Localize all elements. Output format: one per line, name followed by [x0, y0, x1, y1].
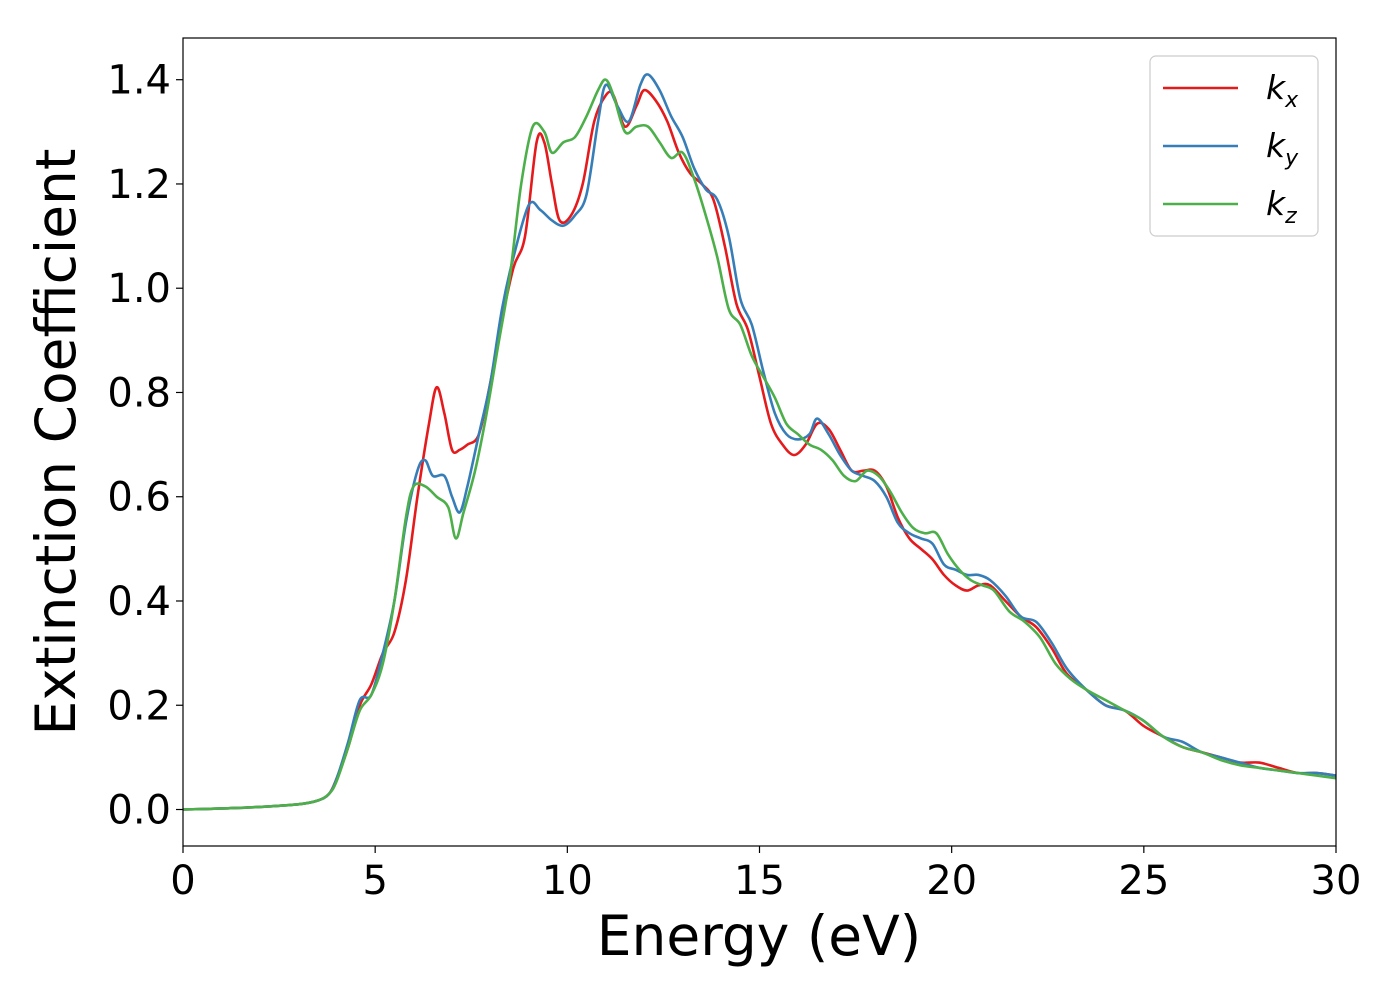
- y-axis: 0.0 0.2 0.4 0.6 0.8 1.0 1.2 1.4: [107, 58, 183, 834]
- legend-label-subscript: x: [1284, 88, 1299, 113]
- y-tick-label: 0.2: [107, 683, 171, 729]
- series-line-y: [182, 73, 1337, 811]
- x-tick-label: 0: [170, 858, 195, 904]
- x-axis-title: Energy (eV): [597, 904, 921, 968]
- legend-label-subscript: z: [1284, 204, 1297, 229]
- y-tick-label: 0.6: [107, 475, 171, 521]
- series-line-x: [182, 88, 1337, 811]
- x-tick-label: 10: [542, 858, 593, 904]
- x-tick-label: 20: [926, 858, 977, 904]
- legend-label-base: k: [1266, 184, 1287, 223]
- legend-label-subscript: y: [1284, 146, 1299, 171]
- series-layer: [182, 73, 1337, 811]
- legend-label-base: k: [1266, 68, 1287, 107]
- x-tick-label: 25: [1118, 858, 1169, 904]
- y-tick-label: 0.0: [107, 788, 171, 834]
- x-tick-label: 5: [362, 858, 387, 904]
- y-tick-label: 0.8: [107, 370, 171, 416]
- legend-label-x: kx: [1266, 68, 1299, 113]
- legend-label-y: ky: [1266, 126, 1299, 171]
- legend-label-base: k: [1266, 126, 1287, 165]
- y-tick-label: 1.4: [107, 58, 171, 104]
- y-tick-label: 1.0: [107, 266, 171, 312]
- legend-label-z: kz: [1266, 184, 1297, 229]
- y-tick-label: 0.4: [107, 579, 171, 625]
- y-tick-label: 1.2: [107, 162, 171, 208]
- x-tick-label: 30: [1311, 858, 1362, 904]
- x-axis: 0 5 10 15 20 25 30: [170, 846, 1361, 904]
- x-tick-label: 15: [734, 858, 785, 904]
- series-line-z: [182, 78, 1337, 811]
- y-axis-title: Extinction Coefficient: [24, 149, 88, 736]
